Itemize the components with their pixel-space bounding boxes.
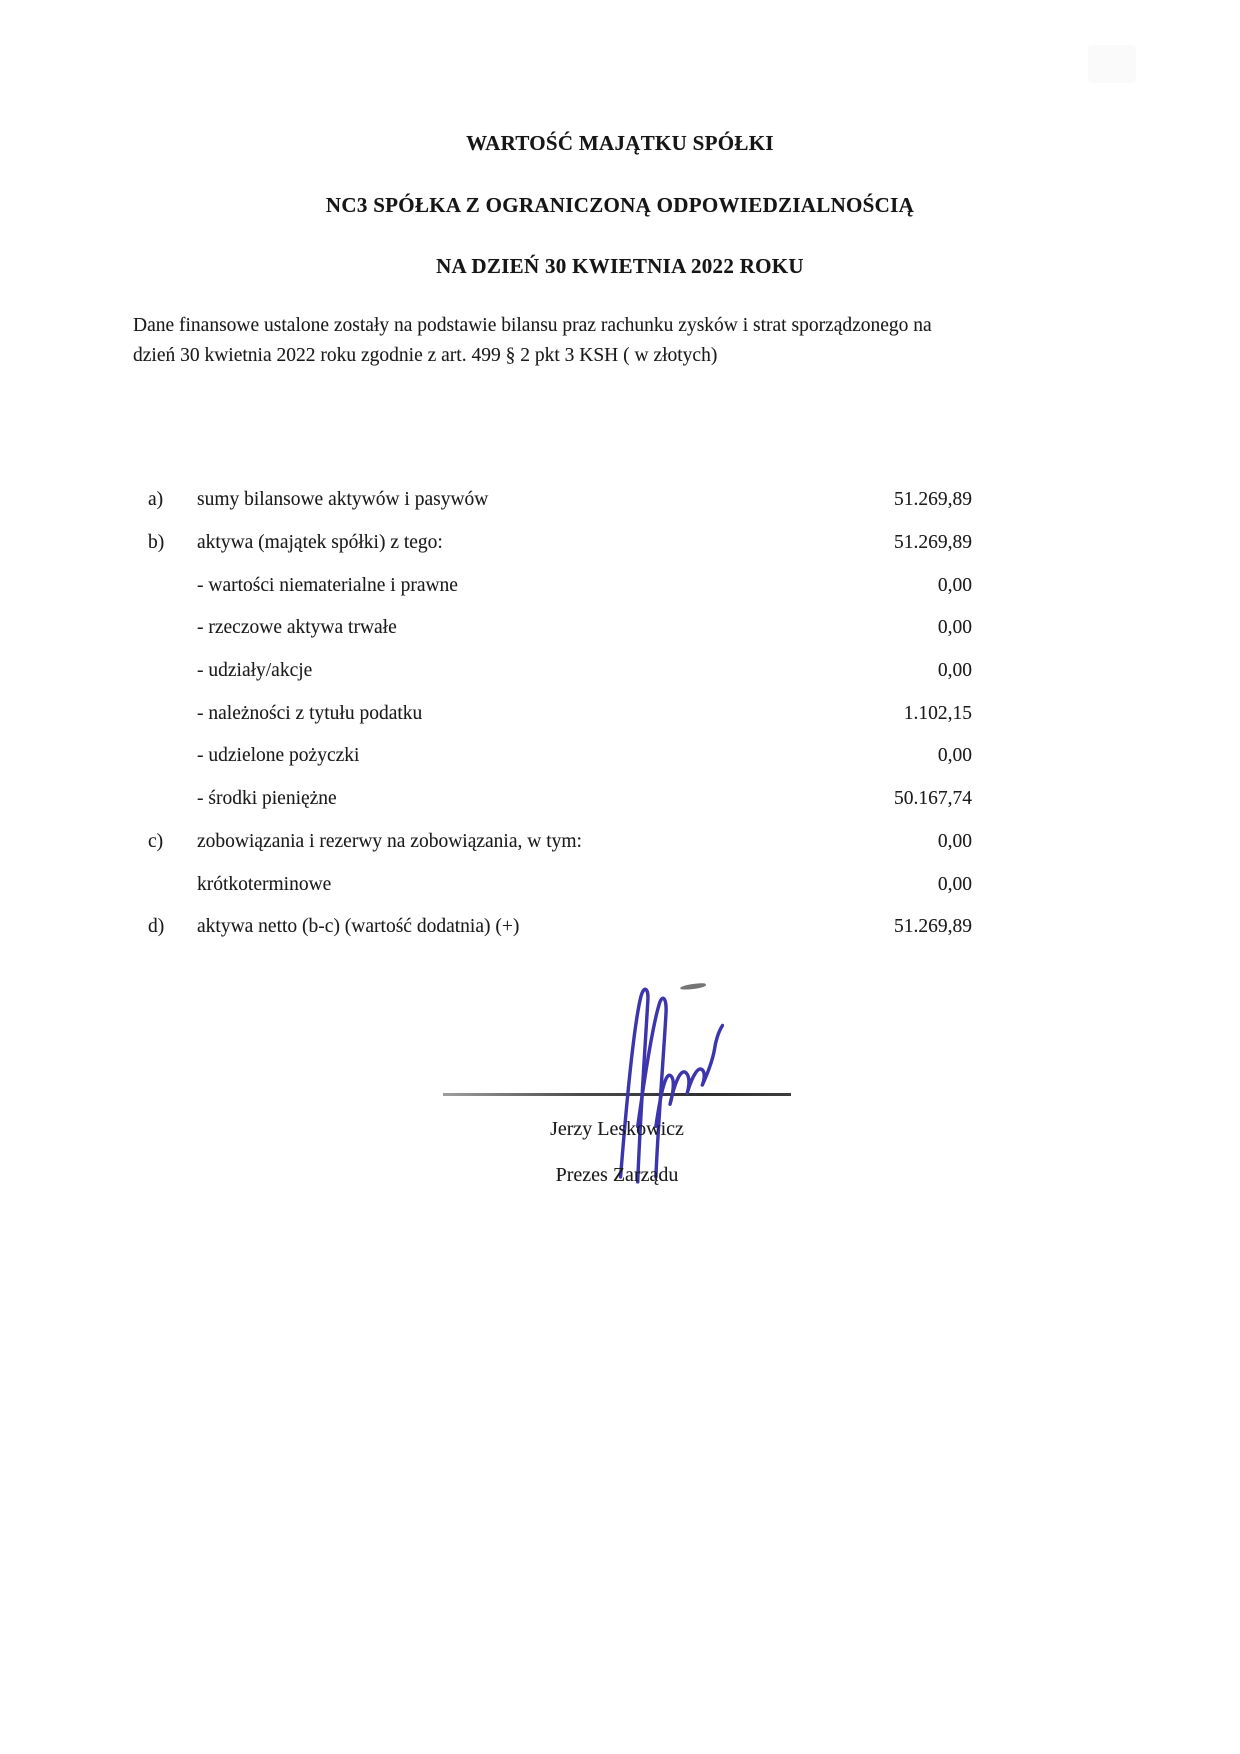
item-value: 51.269,89	[894, 489, 972, 511]
item-value: 50.167,74	[894, 788, 972, 810]
item-marker: c)	[148, 830, 164, 852]
list-item: c) zobowiązania i rezerwy na zobowiązani…	[148, 821, 972, 864]
signature-line	[443, 1093, 791, 1096]
item-marker: b)	[148, 532, 165, 554]
item-value: 51.269,89	[894, 916, 972, 938]
item-marker: d)	[148, 916, 165, 938]
item-label: - wartości niematerialne i prawne	[197, 574, 458, 596]
list-item: a) sumy bilansowe aktywów i pasywów 51.2…	[148, 479, 972, 522]
signatory-role: Prezes Zarządu	[555, 1164, 679, 1186]
financial-items-list: a) sumy bilansowe aktywów i pasywów 51.2…	[148, 479, 972, 949]
list-item: krótkoterminowe 0,00	[148, 863, 972, 906]
list-item: - udziały/akcje 0,00	[148, 650, 972, 693]
signature-strokes	[618, 987, 724, 1184]
list-item: - wartości niematerialne i prawne 0,00	[148, 564, 972, 607]
item-marker: a)	[148, 489, 164, 511]
document-title-line-3: NA DZIEŃ 30 KWIETNIA 2022 ROKU	[436, 254, 804, 278]
item-label: - udzielone pożyczki	[197, 745, 360, 767]
scan-artifact	[1088, 45, 1136, 83]
intro-line-1: Dane finansowe ustalone zostały na podst…	[133, 315, 932, 336]
item-value: 0,00	[937, 873, 972, 895]
handwritten-signature	[618, 987, 724, 1184]
item-value: 0,00	[937, 660, 972, 682]
item-label: krótkoterminowe	[197, 873, 332, 895]
item-label: zobowiązania i rezerwy na zobowiązania, …	[197, 830, 582, 852]
list-item: - środki pieniężne 50.167,74	[148, 778, 972, 821]
signatory-name: Jerzy Leskowicz	[550, 1118, 684, 1140]
document-title-line-1: WARTOŚĆ MAJĄTKU SPÓŁKI	[466, 131, 774, 155]
list-item: - rzeczowe aktywa trwałe 0,00	[148, 607, 972, 650]
document-title-line-2: NC3 SPÓŁKA Z OGRANICZONĄ ODPOWIEDZIALNOŚ…	[325, 193, 915, 217]
list-item: - udzielone pożyczki 0,00	[148, 735, 972, 778]
item-label: - należności z tytułu podatku	[197, 702, 423, 724]
item-value: 0,00	[937, 574, 972, 596]
item-value: 0,00	[937, 617, 972, 639]
intro-paragraph: Dane finansowe ustalone zostały na podst…	[133, 311, 1013, 370]
item-label: sumy bilansowe aktywów i pasywów	[197, 489, 489, 511]
item-label: aktywa netto (b-c) (wartość dodatnia) (+…	[197, 916, 520, 938]
item-label: - środki pieniężne	[197, 788, 337, 810]
pen-mark	[679, 982, 707, 991]
item-label: aktywa (majątek spółki) z tego:	[197, 532, 443, 554]
item-label: - rzeczowe aktywa trwałe	[197, 617, 397, 639]
list-item: b) aktywa (majątek spółki) z tego: 51.26…	[148, 522, 972, 565]
item-value: 0,00	[937, 830, 972, 852]
list-item: - należności z tytułu podatku 1.102,15	[148, 692, 972, 735]
item-value: 1.102,15	[903, 702, 972, 724]
intro-line-2: dzień 30 kwietnia 2022 roku zgodnie z ar…	[133, 344, 718, 366]
list-item: d) aktywa netto (b-c) (wartość dodatnia)…	[148, 906, 972, 949]
item-label: - udziały/akcje	[197, 660, 313, 682]
item-value: 51.269,89	[894, 532, 972, 554]
item-value: 0,00	[937, 745, 972, 767]
